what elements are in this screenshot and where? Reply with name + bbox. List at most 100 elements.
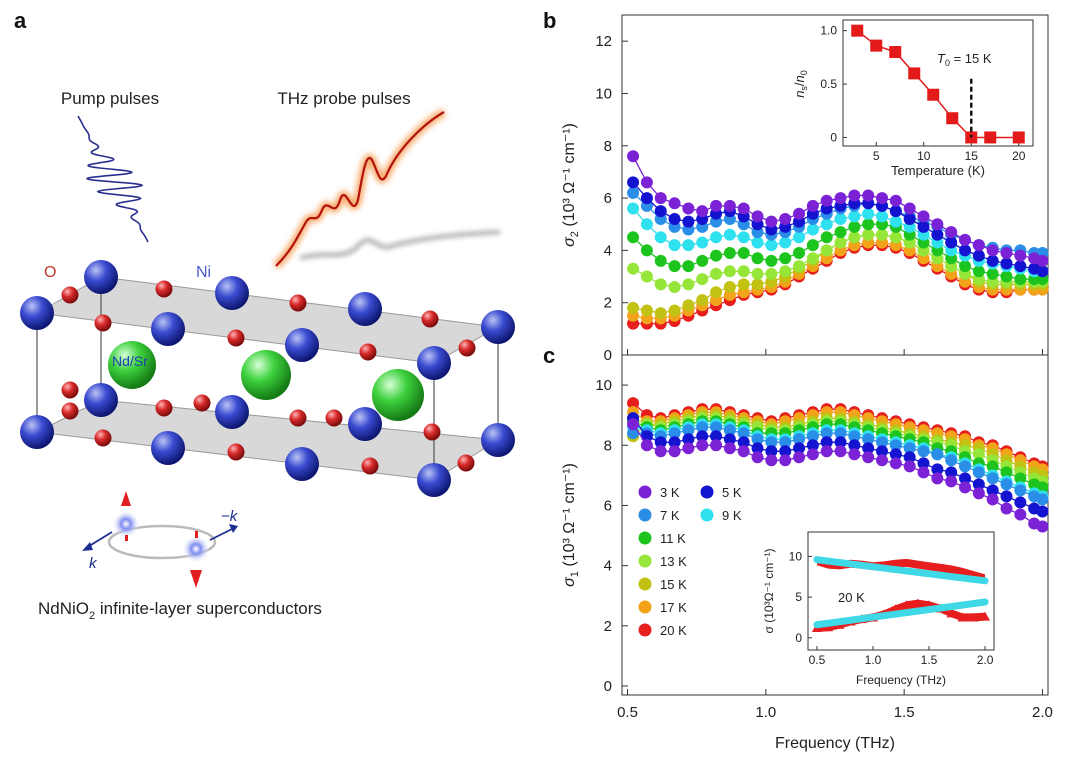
data-point [903,213,916,225]
inset-marker [908,67,921,80]
inset-y-tick-label: 0.5 [820,77,837,91]
data-point [723,433,736,446]
oxygen-atom [193,394,211,412]
data-point [627,186,640,199]
inset-x-tick-label: 1.5 [921,653,938,667]
inset-x-tick-label: 15 [965,149,979,163]
data-point [710,430,723,443]
data-point [876,228,889,241]
x-tick-label: 2.0 [1032,704,1053,721]
data-point [1014,273,1027,286]
data-point [627,176,640,189]
data-point [723,247,736,259]
inset-marker [889,46,902,59]
data-point [668,427,681,440]
y-tick-label: 0 [604,347,612,364]
data-point [959,460,972,473]
data-point [682,202,695,215]
legend-label: 11 K [660,531,686,546]
data-point [627,150,640,163]
spin-up-arrow-icon [121,491,131,506]
y-tick-label: 4 [604,558,612,575]
data-point [723,281,736,293]
data-point [640,430,653,443]
oxygen-atom [227,329,245,347]
data-point [959,481,972,494]
electron-blob [112,510,140,538]
data-point [834,236,847,249]
data-point [737,436,750,449]
legend-marker [638,508,652,522]
inset-c-xlabel: Frequency (THz) [856,673,946,687]
data-point [751,252,764,265]
data-point [945,466,958,479]
data-point [765,267,778,280]
data-point [696,421,709,434]
data-point [931,228,944,241]
inset-triangle-marker [968,612,979,622]
data-point [945,454,958,467]
data-point [640,218,653,231]
data-point [682,215,695,228]
data-point [848,430,861,443]
nickel-atom [84,260,118,294]
data-point [903,202,916,215]
inset-c-annotation: 20 K [838,590,865,605]
ndsr-atom [108,341,156,389]
legend-marker [638,623,652,637]
data-point [737,427,750,440]
legend-c: 3 K 5 K 7 K 9 K 11 K 13 K 15 K 17 K 20 K [638,485,742,638]
data-point [640,439,653,452]
inset-marker [1012,131,1025,144]
inset-triangle-marker [980,611,991,621]
thz-probe-label: THz probe pulses [277,89,410,108]
data-point [876,192,889,205]
data-point [820,436,833,449]
data-point [640,176,653,189]
data-point [710,199,723,212]
data-point [765,239,778,252]
data-point [779,236,792,249]
data-point [723,199,736,212]
data-point [862,228,875,241]
panel-label-c: c [543,343,555,368]
oxygen-atom [227,443,245,461]
data-point [710,267,723,280]
data-point [723,442,736,455]
data-point [668,213,681,225]
data-point [1000,502,1013,515]
inset-y-tick-label: 10 [789,549,803,563]
data-point [889,448,902,461]
data-point [793,442,806,455]
oxygen-atom [155,399,173,417]
nickel-label: Ni [196,264,211,281]
y-tick-label: 4 [604,242,612,259]
data-point [862,218,875,231]
data-point [668,260,681,273]
ylabel-c: σ1 (10³ Ω⁻¹ cm⁻¹) [561,463,581,587]
lattice-edges [36,277,499,480]
data-point [710,286,723,299]
data-point [834,436,847,449]
legend-marker [638,485,652,499]
data-point [627,427,640,440]
data-point [917,457,930,470]
series-c [627,397,1049,533]
data-point [793,433,806,446]
series-b [627,150,1049,330]
data-point [889,231,902,244]
data-point [751,278,764,291]
spin-tail [125,535,128,541]
oxygen-atom [94,314,112,332]
panel-label-a: a [14,8,27,33]
inset-frame-b [842,19,1034,147]
data-point [972,466,985,479]
inset-marker [851,24,864,37]
inset-x-tick-label: 10 [917,149,931,163]
data-point [1000,466,1013,479]
minus-k-arrow [209,527,235,541]
ndsr-atom [372,369,424,421]
data-point [862,442,875,455]
minus-k-arrowhead-icon [229,524,238,533]
